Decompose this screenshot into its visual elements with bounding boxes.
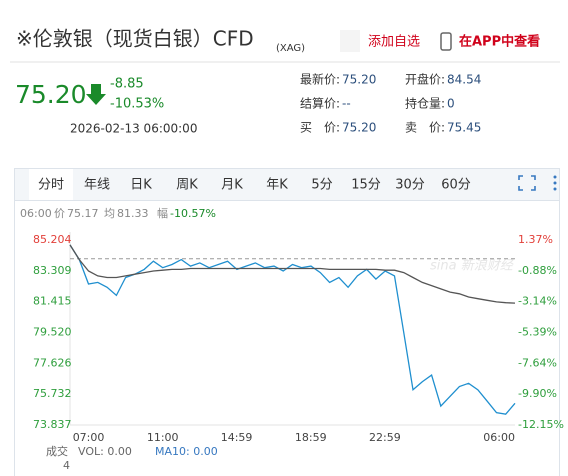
active-tab (29, 169, 73, 200)
y2-tick-label: -3.14% (518, 295, 557, 308)
field-value: -- (342, 97, 351, 111)
field-value: 84.54 (447, 73, 481, 87)
status-avg: 81.33 (117, 207, 149, 220)
phone-icon (440, 32, 452, 51)
field-label: 持仓量: (405, 96, 445, 111)
plot: 1.37% -0.88% -3.14% -5.39% -7.64% -9.90% -12.1… (33, 232, 564, 444)
field-value: 75.20 (342, 73, 376, 87)
status-line: 06:00 价 75.17 均 81.33 幅 -10.57% (20, 207, 216, 220)
field-label: 卖 价: (405, 121, 445, 135)
ma10: MA10: 0.00 (155, 445, 218, 458)
y2-tick-label: -0.88% (518, 264, 557, 277)
tabs: 分时 年线 日K 周K 月K 年K 5分 15分 30分 60分 (38, 178, 471, 193)
y-tick-label: 73.837 (33, 418, 72, 431)
field-value: 0 (447, 97, 455, 111)
field-label: 最新价: (300, 72, 340, 87)
watermark: sina 新浪财经 (430, 258, 515, 274)
down-arrow (86, 84, 106, 105)
tab[interactable]: 月K (221, 178, 243, 193)
series-line (69, 244, 516, 415)
y-tick-label: 85.204 (33, 233, 72, 246)
tab[interactable]: 周K (176, 178, 198, 193)
add-watchlist[interactable]: 添加自选 (368, 35, 420, 50)
title: ※伦敦银（现货白银）CFD (16, 27, 254, 51)
x-tick-label: 18:59 (295, 431, 327, 444)
change-pct: -10.53% (110, 97, 164, 112)
volume-label: 成交 (46, 444, 68, 458)
x-tick-label: 11:00 (147, 431, 179, 444)
more-icon[interactable] (553, 175, 557, 191)
field-label: 开盘价: (405, 72, 445, 87)
volume-number: 4 (63, 459, 70, 472)
x-tick-label: 14:59 (221, 431, 253, 444)
y-tick-label: 79.520 (33, 326, 72, 339)
field-value: 75.45 (447, 121, 481, 135)
tab[interactable]: 年线 (84, 178, 110, 193)
field-value: 75.20 (342, 121, 376, 135)
tab[interactable]: 分时 (38, 178, 64, 193)
fullscreen-icon[interactable] (518, 175, 536, 191)
blank-box (340, 30, 360, 52)
open-app[interactable]: 在APP中查看 (459, 34, 540, 50)
y-tick-label: 81.415 (33, 295, 72, 308)
status-label: 价 (54, 207, 65, 220)
field-label: 结算价: (300, 96, 340, 111)
status-label: 均 (104, 207, 115, 220)
y-tick-label: 75.732 (33, 387, 72, 400)
tab[interactable]: 15分 (351, 178, 381, 193)
status-label: 幅 (157, 207, 168, 220)
tab[interactable]: 日K (130, 178, 152, 193)
x-tick-label: 22:59 (369, 431, 401, 444)
quote-time: 2026-02-13 06:00:00 (70, 122, 197, 136)
field-label: 买 价: (300, 121, 340, 135)
tab[interactable]: 年K (266, 178, 288, 193)
price: 75.20 (15, 80, 87, 109)
tab[interactable]: 60分 (441, 178, 471, 193)
status-time: 06:00 (20, 207, 52, 220)
y2-tick-label: -7.64% (518, 356, 557, 369)
volume: VOL: 0.00 (78, 445, 132, 458)
status-range: -10.57% (170, 207, 216, 220)
x-tick-label: 06:00 (483, 431, 515, 444)
tab[interactable]: 30分 (395, 178, 425, 193)
y2-tick-label: -5.39% (518, 326, 557, 339)
status-price: 75.17 (67, 207, 99, 220)
y2-tick-label: -9.90% (518, 387, 557, 400)
y2-tick-label: -12.15% (518, 418, 564, 431)
change: -8.85 (110, 77, 144, 92)
subtitle: (XAG) (276, 43, 305, 54)
tab[interactable]: 5分 (311, 178, 332, 193)
y2-tick-label: 1.37% (518, 233, 553, 246)
tab-bar (15, 169, 559, 200)
y-tick-label: 83.309 (33, 264, 72, 277)
series-line (69, 244, 516, 304)
x-tick-label: 07:00 (73, 431, 105, 444)
y-tick-label: 77.626 (33, 356, 72, 369)
